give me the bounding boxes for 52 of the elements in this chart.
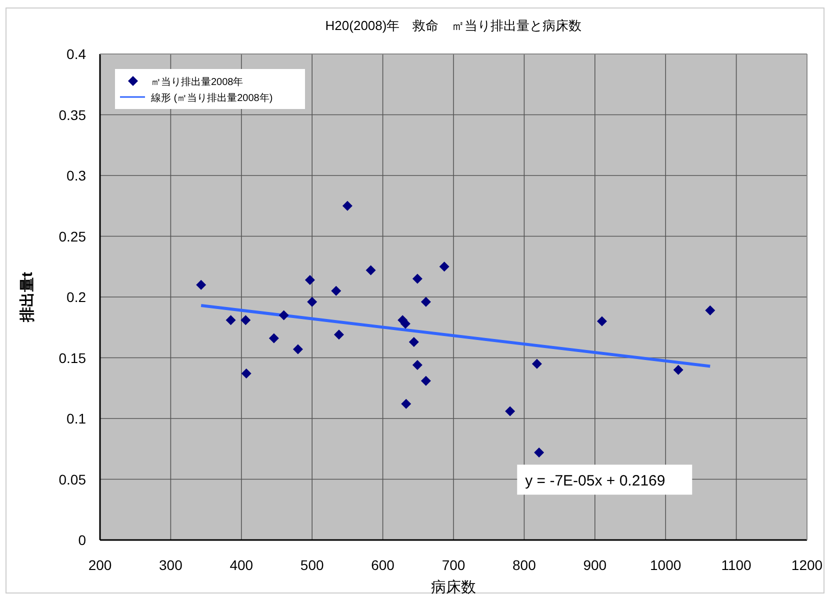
point [342,200,352,211]
point [439,262,450,272]
x-tick-label: 800 [512,557,536,573]
x-axis-title: 病床数 [431,579,476,596]
x-tick-label: 1000 [650,557,682,573]
point [268,333,279,344]
y-tick-label: 0.1 [66,410,86,426]
x-tick-label: 700 [442,557,466,573]
point [534,448,544,458]
x-tick-label: 1100 [721,557,752,573]
point [420,296,431,307]
point [196,280,206,290]
y-tick-label: 0.2 [66,289,86,305]
point [408,336,419,347]
y-tick-label: 0.25 [58,228,86,244]
point [412,274,422,284]
x-tick-label: 600 [371,557,395,573]
point [278,310,289,320]
point [307,296,318,307]
point [304,274,315,285]
y-tick-label: 0.35 [58,106,86,123]
y-tick-label: 0.15 [58,350,86,366]
x-tick-label: 300 [159,557,183,573]
chart-title: H20(2008)年 救命 ㎡当り排出量と病床数 [325,18,582,33]
point [412,360,422,370]
x-tick-label: 200 [88,557,112,573]
point [334,330,344,340]
annotation: y = -7E-05x + 0.2169 [525,472,666,490]
point [401,398,412,409]
point [673,364,684,375]
y-tick-label: 0.4 [66,46,86,62]
point [596,316,607,326]
legend-label: ㎡当り排出量2008年 [151,76,244,88]
x-tick-label: 900 [583,557,607,573]
y-axis-title: 排出量t [19,272,36,323]
point [292,344,303,354]
point [226,315,236,326]
point [331,286,342,296]
legend-label: 線形 (㎡当り排出量2008年) [150,92,273,104]
x-tick-label: 1200 [791,557,823,573]
point [366,265,376,276]
point [505,406,516,416]
y-tick-label: 0.05 [58,471,86,488]
point [420,376,431,386]
y-tick-label: 0.3 [66,168,86,184]
point [241,368,252,379]
x-tick-label: 500 [300,557,324,573]
point [532,358,542,369]
y-tick-label: 0 [78,532,86,548]
point [705,305,716,316]
x-tick-label: 400 [230,557,254,573]
point [240,315,251,326]
